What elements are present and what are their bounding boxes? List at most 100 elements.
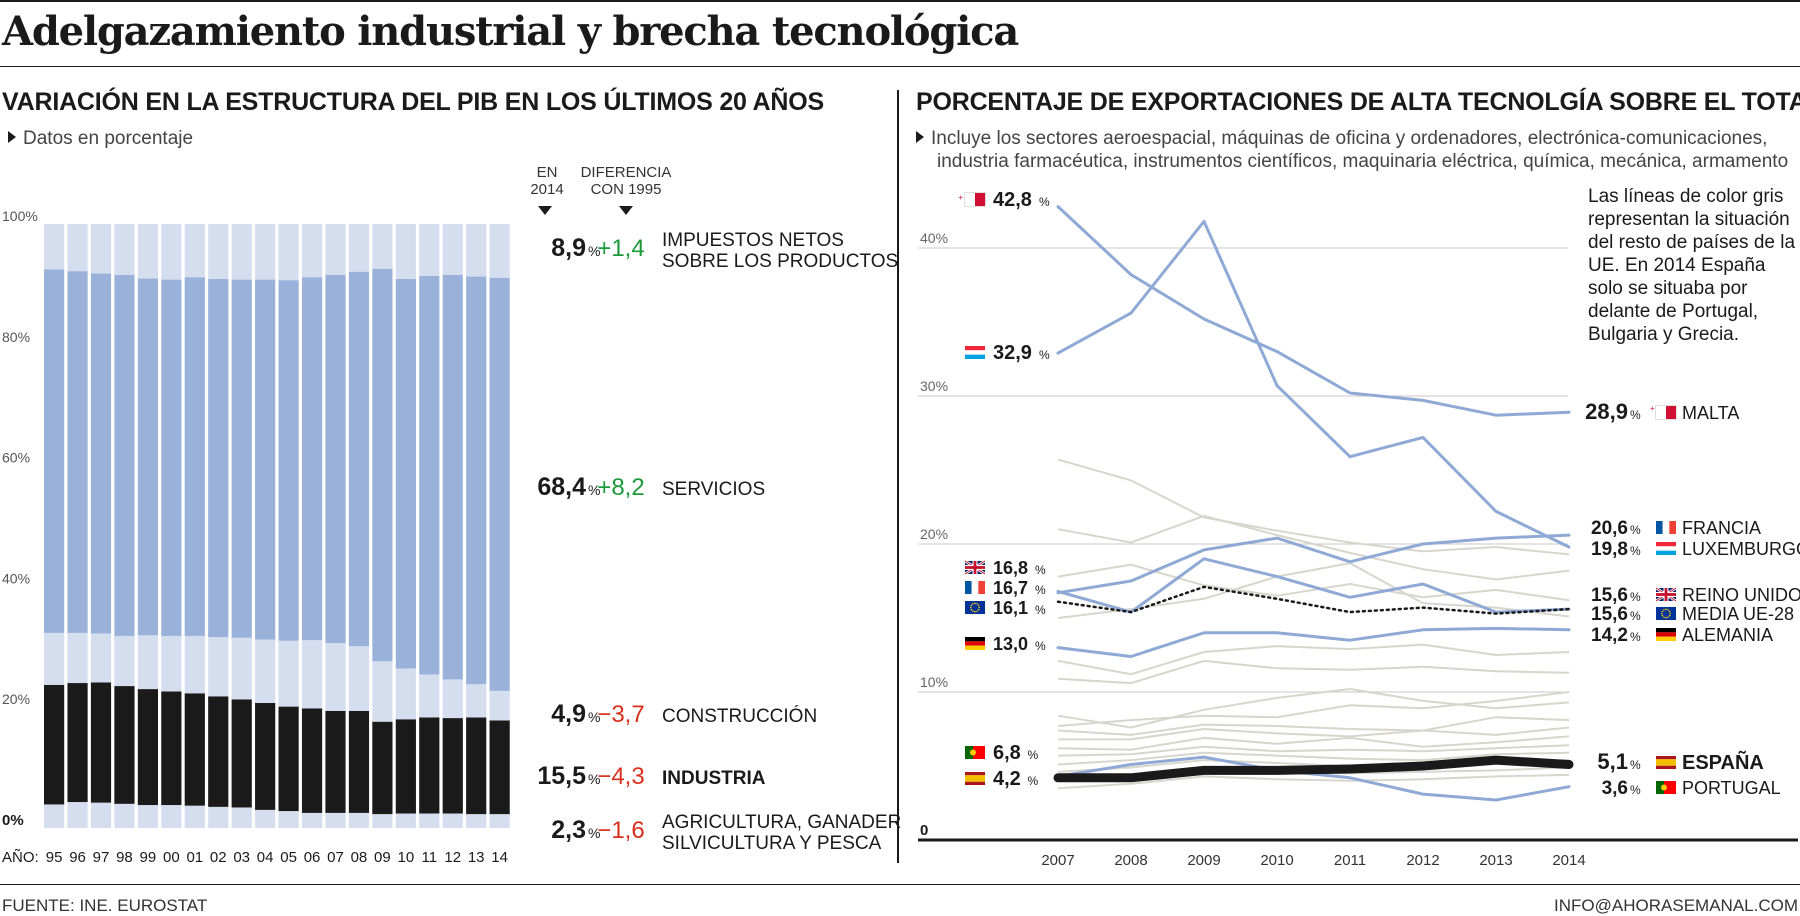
series-label-construccion: 4,9 %−3,7 CONSTRUCCIÓN	[551, 700, 817, 728]
start-label-luxemburgo: 32,9%	[965, 342, 1050, 364]
bar-segment-agricultura-ganaderia-silvicultura-y-pesca	[67, 802, 88, 828]
eu-country-line	[1057, 716, 1570, 736]
percent-sign: %	[588, 243, 600, 259]
bar-segment-construccion	[90, 633, 112, 683]
bar-segment-servicios	[442, 274, 463, 680]
bar-segment-servicios	[489, 277, 510, 691]
y-tick-label: 20%	[920, 526, 948, 542]
bar-segment-servicios	[325, 274, 346, 644]
bar-segment-impuestos-netos-sobre-los-productos	[114, 224, 135, 275]
start-value: 32,9	[993, 342, 1032, 364]
x-tick-label: 2008	[1114, 852, 1147, 869]
x-tick-label: 97	[93, 849, 110, 866]
percent-sign: %	[588, 709, 600, 725]
bullet-triangle-icon	[916, 131, 924, 143]
country-name: LUXEMBURGO	[1682, 539, 1800, 559]
series-name: IMPUESTOS NETOS	[662, 230, 844, 251]
source-text: FUENTE: INE. EUROSTAT	[2, 896, 208, 915]
start-value: 4,2	[993, 768, 1021, 790]
bar-segment-industria	[466, 717, 487, 815]
bar-segment-servicios	[90, 273, 112, 634]
percent-sign: %	[1630, 630, 1641, 644]
bar-segment-agricultura-ganaderia-silvicultura-y-pesca	[395, 813, 416, 828]
eu-country-line	[1058, 726, 1570, 741]
x-tick-label: 2009	[1187, 852, 1220, 869]
y-tick-label: 40%	[2, 570, 30, 586]
bar-segment-construccion	[278, 640, 299, 707]
top-rule	[0, 0, 1800, 2]
down-arrow-icon	[619, 206, 633, 215]
bar-segment-construccion	[372, 661, 393, 722]
bar-segment-servicios	[466, 276, 487, 685]
start-value: 13,0	[993, 634, 1028, 654]
bar-segment-construccion	[466, 684, 487, 718]
bar-segment-construccion	[419, 674, 440, 718]
y-tick-label: 30%	[920, 378, 948, 394]
line-alemania	[1056, 626, 1571, 658]
bar-segment-impuestos-netos-sobre-los-productos	[231, 224, 252, 280]
bar-segment-industria	[208, 696, 229, 807]
bar-segment-construccion	[301, 640, 323, 709]
bar-segment-servicios	[278, 280, 299, 641]
country-name: ALEMANIA	[1682, 625, 1773, 645]
bar-segment-agricultura-ganaderia-silvicultura-y-pesca	[90, 802, 112, 828]
bar-segment-industria	[161, 691, 182, 806]
gdp-structure-chart: 0% 20% 40% 60% 80% 100% 95 96 97 98 99 00 01 02 03 04 05…	[2, 208, 900, 866]
percent-sign: %	[1039, 348, 1050, 362]
bar-segment-industria	[442, 718, 463, 814]
contact-text: INFO@AHORASEMANAL.COM	[1554, 896, 1798, 915]
left-subtitle-text: Datos en porcentaje	[23, 128, 194, 149]
chart-note: Las líneas de color gris representan la …	[1588, 186, 1796, 345]
bar-segment-agricultura-ganaderia-silvicultura-y-pesca	[301, 812, 323, 828]
x-tick-label: 11	[422, 849, 438, 866]
bar-segment-servicios	[301, 277, 323, 641]
bar-segment-impuestos-netos-sobre-los-productos	[489, 224, 510, 278]
series-name: CONSTRUCCIÓN	[662, 705, 817, 727]
percent-sign: %	[588, 825, 600, 841]
start-label-espana: 4,2%	[965, 768, 1039, 790]
end-value: 5,1	[1597, 749, 1628, 774]
end-value: 19,8	[1591, 539, 1628, 560]
start-label-reino-unido: 16,8%	[964, 558, 1046, 578]
bar-segment-industria	[348, 710, 370, 813]
y-tick-label: 10%	[920, 674, 948, 690]
bar-segment-agricultura-ganaderia-silvicultura-y-pesca	[278, 811, 299, 828]
page-title: Adelgazamiento industrial y brecha tecno…	[2, 8, 1019, 55]
bar-segment-construccion	[489, 690, 510, 721]
bar-segment-agricultura-ganaderia-silvicultura-y-pesca	[44, 804, 65, 828]
end-label-portugal: 3,6% PORTUGAL	[1602, 778, 1781, 799]
country-name: MALTA	[1682, 403, 1739, 423]
x-tick-label: 12	[444, 849, 461, 866]
bar-segment-industria	[231, 699, 252, 808]
percent-sign: %	[1039, 195, 1050, 209]
x-tick-label: 01	[186, 849, 203, 866]
x-tick-label: 2010	[1260, 852, 1293, 869]
bar-segment-industria	[325, 710, 346, 813]
end-value: 14,2	[1591, 625, 1628, 646]
bar-segment-construccion	[137, 635, 158, 690]
panel-separator	[897, 90, 899, 863]
line-espana	[1053, 755, 1574, 783]
bar-segment-agricultura-ganaderia-silvicultura-y-pesca	[489, 814, 510, 828]
col-en-2014: EN 2014	[530, 164, 564, 198]
x-tick-label: 99	[140, 849, 157, 866]
bar-segment-impuestos-netos-sobre-los-productos	[137, 224, 158, 279]
country-name: PORTUGAL	[1682, 778, 1781, 798]
value-2014: 15,5	[537, 762, 586, 790]
x-tick-label: 95	[46, 849, 63, 866]
series-name: INDUSTRIA	[662, 768, 766, 789]
x-tick-label: 2007	[1041, 852, 1074, 869]
bar-segment-servicios	[114, 274, 135, 636]
line-luxemburgo	[1056, 219, 1571, 549]
percent-sign: %	[588, 482, 600, 498]
title-divider	[0, 66, 1800, 67]
bar-segment-industria	[419, 717, 440, 814]
bar-segment-construccion	[161, 635, 182, 692]
bar-segment-impuestos-netos-sobre-los-productos	[466, 224, 487, 277]
bar-segment-industria	[67, 683, 88, 803]
bar-segment-impuestos-netos-sobre-los-productos	[395, 224, 416, 279]
percent-sign: %	[1028, 774, 1039, 788]
bar-segment-agricultura-ganaderia-silvicultura-y-pesca	[231, 807, 252, 828]
x-tick-label: 08	[351, 849, 368, 866]
